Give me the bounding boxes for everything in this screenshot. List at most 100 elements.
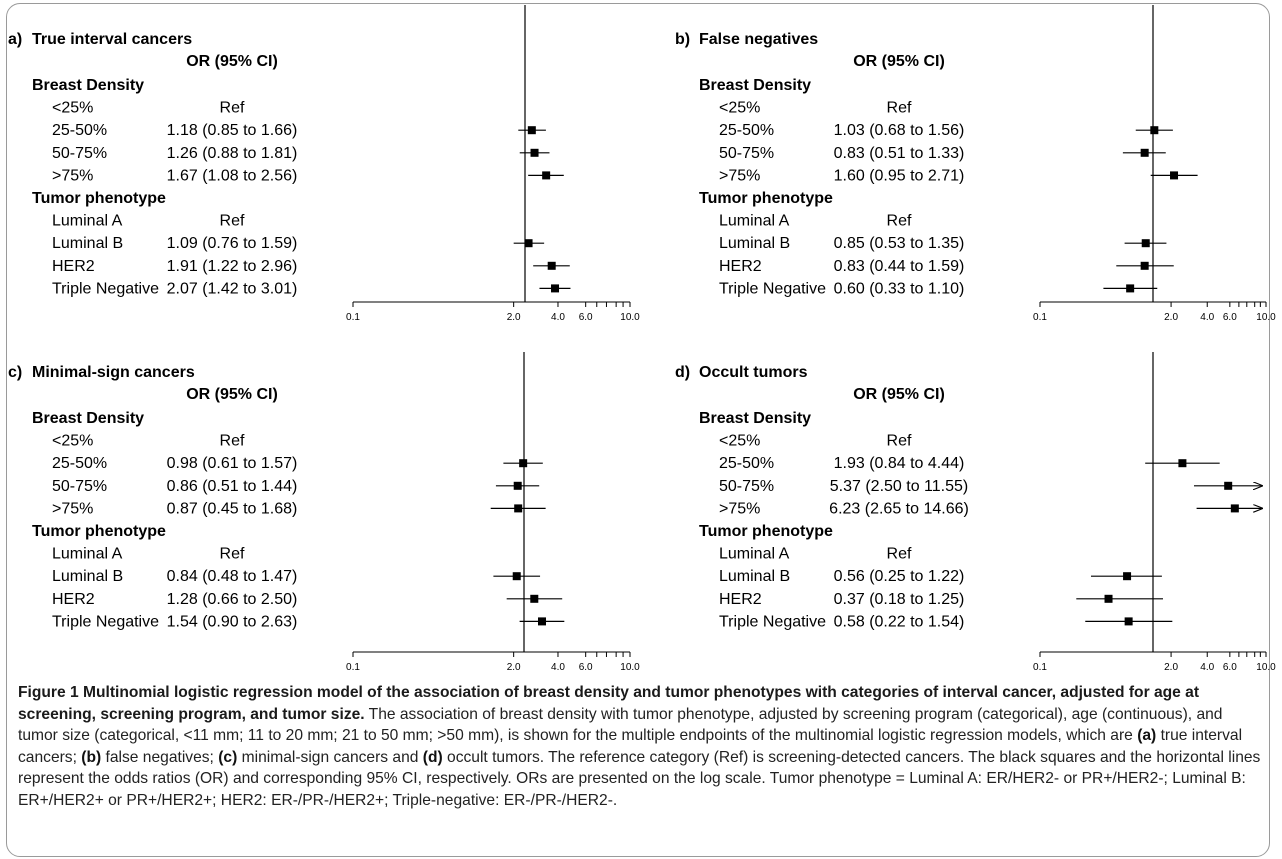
panel-c-g1-r3-point [538,617,547,626]
panel-b-g0-r3-point [1170,171,1179,180]
panel-c-g1-r2-point [530,594,539,603]
panel-a-tick-label-2: 4.0 [551,312,565,323]
panel-d-group-1: Tumor phenotype [699,523,833,540]
panel-d-column-header: OR (95% CI) [853,386,945,403]
panel-b-g0-r1-label: 25-50% [719,122,774,139]
caption-text-2: true interval cancers; [18,727,1243,766]
panel-c-tick-label-4: 10.0 [620,662,640,673]
panel-b-g1-r2-label: HER2 [719,258,762,275]
panel-b-g1-r2-ci-text: 0.83 (0.44 to 1.59) [834,258,965,275]
panel-c-g0-r1-point [519,459,528,468]
panel-c-g1-r3-label: Triple Negative [52,613,159,630]
panel-a-g0-r1-ci-text: 1.18 (0.85 to 1.66) [167,122,298,139]
panel-d-g0-r1-ci-text: 1.93 (0.84 to 4.44) [834,455,965,472]
panel-c-g0-r2-label: 50-75% [52,478,107,495]
panel-c-g1-r3-ci-text: 1.54 (0.90 to 2.63) [167,613,298,630]
panel-c-group-0: Breast Density [32,410,144,427]
panel-d-g0-r3-label: >75% [719,500,760,517]
panel-a-g1-r1-ci-text: 1.09 (0.76 to 1.59) [167,235,298,252]
panel-d-g0-r2-point [1224,481,1233,490]
panel-c-g1-r1-ci-text: 0.84 (0.48 to 1.47) [167,568,298,585]
panel-a-g1-r3-point [551,284,560,293]
panel-d-g1-r3-point [1124,617,1133,626]
panel-a-tick-label-4: 10.0 [620,312,640,323]
panel-d-g0-r1-point [1178,459,1187,468]
panel-d-g1-r1-label: Luminal B [719,568,790,585]
caption-text-3: false negatives; [101,748,219,766]
panel-d-g0-r2-label: 50-75% [719,478,774,495]
caption-title: Figure 1 Multinomial logistic regression… [18,684,1200,723]
panel-d-g1-r0-ci-text: Ref [887,546,912,563]
panel-c-label: c) [8,364,22,381]
panel-b-g0-r1-point [1150,126,1159,135]
caption-ref-c: (c) [218,748,238,766]
panel-d-tick-label-0: 0.1 [1033,662,1047,673]
panel-b-g0-r2-point [1140,148,1149,157]
panel-a-g0-r0-ci-text: Ref [220,100,245,117]
panel-b-tick-label-0: 0.1 [1033,312,1047,323]
panel-b-g1-r1-point [1141,239,1150,248]
panel-c-g1-r0-label: Luminal A [52,546,123,563]
panel-c-title: Minimal-sign cancers [32,364,195,381]
panel-d-g0-r1-label: 25-50% [719,455,774,472]
panel-c-tick-label-1: 2.0 [507,662,521,673]
panel-a-tick-label-3: 6.0 [579,312,593,323]
panel-d-g0-r3-ci-text: 6.23 (2.65 to 14.66) [829,500,969,517]
panel-a-title: True interval cancers [32,31,192,48]
panel-b-g1-r3-ci-text: 0.60 (0.33 to 1.10) [834,280,965,297]
panel-b-tick-label-3: 6.0 [1223,312,1237,323]
panel-a-g1-r2-ci-text: 1.91 (1.22 to 2.96) [167,258,298,275]
panel-b-group-0: Breast Density [699,77,811,94]
panel-c-g1-r2-ci-text: 1.28 (0.66 to 2.50) [167,591,298,608]
panel-a-g0-r1-point [527,126,536,135]
panel-c-g0-r1-label: 25-50% [52,455,107,472]
panel-b-g0-r1-ci-text: 1.03 (0.68 to 1.56) [834,122,965,139]
panel-a-g0-r3-point [542,171,551,180]
panel-c-tick-label-3: 6.0 [579,662,593,673]
panel-c-g1-r1-label: Luminal B [52,568,123,585]
panel-b-g1-r3-label: Triple Negative [719,280,826,297]
panel-c-g1-r1-point [512,572,521,581]
panel-a-g0-r2-label: 50-75% [52,145,107,162]
panel-c-g0-r3-label: >75% [52,500,93,517]
panel-d-tick-label-4: 10.0 [1256,662,1276,673]
panel-b-tick-label-1: 2.0 [1164,312,1178,323]
panel-c-g0-r2-point [513,481,522,490]
panel-c-group-1: Tumor phenotype [32,523,166,540]
panel-d-label: d) [675,364,690,381]
panel-d-g0-r0-label: <25% [719,433,760,450]
caption-ref-a: (a) [1137,727,1157,745]
panel-a-tick-label-1: 2.0 [507,312,521,323]
panel-a-g1-r0-ci-text: Ref [220,213,245,230]
caption-ref-b: (b) [81,748,102,766]
panel-a-g0-r2-ci-text: 1.26 (0.88 to 1.81) [167,145,298,162]
panel-a-g1-r2-label: HER2 [52,258,95,275]
panel-b-g1-r0-ci-text: Ref [887,213,912,230]
panel-d-tick-label-1: 2.0 [1164,662,1178,673]
panel-b-g0-r2-ci-text: 0.83 (0.51 to 1.33) [834,145,965,162]
panel-b-column-header: OR (95% CI) [853,53,945,70]
panel-c-column-header: OR (95% CI) [186,386,278,403]
panel-b-g0-r2-label: 50-75% [719,145,774,162]
caption-text-1: The association of breast density with t… [18,705,1223,745]
panel-d-g1-r2-label: HER2 [719,591,762,608]
panel-c-g0-r0-label: <25% [52,433,93,450]
panel-d-g0-r3-point [1230,504,1239,513]
panel-d-g1-r2-ci-text: 0.37 (0.18 to 1.25) [834,591,965,608]
panel-a-g1-r1-label: Luminal B [52,235,123,252]
panel-a-g1-r0-label: Luminal A [52,213,123,230]
panel-c-g0-r0-ci-text: Ref [220,433,245,450]
panel-b-tick-label-2: 4.0 [1200,312,1214,323]
panel-d-g1-r2-point [1104,594,1113,603]
panel-a-g0-r3-label: >75% [52,167,93,184]
panel-c-g1-r0-ci-text: Ref [220,546,245,563]
panel-b-g0-r0-label: <25% [719,100,760,117]
panel-b-tick-label-4: 10.0 [1256,312,1276,323]
panel-b-group-1: Tumor phenotype [699,190,833,207]
panel-b-g0-r3-ci-text: 1.60 (0.95 to 2.71) [834,167,965,184]
panel-b-g1-r3-point [1126,284,1135,293]
panel-d-g0-r2-ci-text: 5.37 (2.50 to 11.55) [830,478,968,495]
panel-d-tick-label-2: 4.0 [1200,662,1214,673]
panel-b-g0-r3-label: >75% [719,167,760,184]
panel-a-group-0: Breast Density [32,77,144,94]
